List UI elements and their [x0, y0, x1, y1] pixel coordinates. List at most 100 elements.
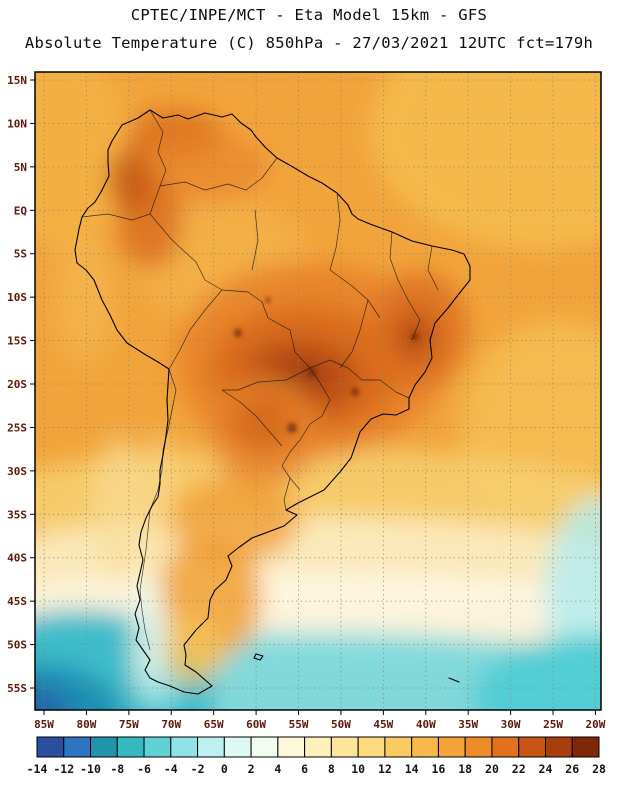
country-border — [222, 367, 311, 391]
lon-label: 50W — [331, 718, 351, 731]
colorbar-tick-label: 22 — [512, 762, 526, 776]
title-line2: Absolute Temperature (C) 850hPa - 27/03/… — [25, 34, 593, 52]
colorbar-tick-label: -12 — [53, 762, 74, 776]
colorbar-cell — [223, 736, 252, 758]
colorbar-cell — [464, 736, 493, 758]
lon-label: 35W — [458, 718, 478, 731]
grid-lines — [35, 72, 601, 710]
colorbar-tick-label: 6 — [301, 762, 308, 776]
colorbar-cell — [36, 736, 65, 758]
colorbar-cell — [491, 736, 520, 758]
lat-label: 35S — [7, 508, 27, 521]
island-south-georgia — [448, 677, 460, 683]
colorbar-tick-label: 20 — [485, 762, 499, 776]
state-border — [251, 209, 259, 271]
colorbar-cell — [304, 736, 332, 758]
lon-label: 45W — [373, 718, 393, 731]
colorbar-tick-label: -4 — [164, 762, 178, 776]
country-border — [221, 389, 283, 447]
country-border — [283, 477, 291, 511]
colorbar-cell — [437, 736, 466, 758]
state-border — [407, 299, 421, 341]
colorbar-tick-label: 16 — [431, 762, 445, 776]
colorbar-tick-label: 18 — [458, 762, 472, 776]
state-border — [339, 299, 369, 369]
colorbar-tick-label: 26 — [565, 762, 579, 776]
hot-spot-cores — [234, 297, 419, 433]
lon-label: 75W — [119, 718, 139, 731]
lat-label: 55S — [7, 682, 27, 695]
colorbar-cell — [518, 736, 546, 758]
lon-label: 85W — [34, 718, 54, 731]
state-border — [427, 245, 439, 291]
colorbar-tick-label: 2 — [248, 762, 255, 776]
colorbar-cell — [357, 736, 386, 758]
temperature-field — [35, 72, 601, 710]
lon-label: 40W — [416, 718, 436, 731]
lat-label: 30S — [7, 465, 27, 478]
axis-labels: 85W 80W 75W 70W 65W 60W 55W 50W 45W 40W 35W 30W 25W 2… — [7, 74, 606, 731]
colorbar-tick-label: 10 — [351, 762, 365, 776]
colorbar-tick-label: 4 — [274, 762, 281, 776]
lon-label: 25W — [543, 718, 563, 731]
country-border — [168, 289, 223, 370]
island-falklands — [253, 653, 264, 661]
lon-label: 55W — [289, 718, 309, 731]
lat-label: 15S — [7, 335, 27, 348]
colorbar-cell — [143, 736, 172, 758]
lon-label: 60W — [246, 718, 266, 731]
title-line1: CPTEC/INPE/MCT - Eta Model 15km - GFS — [131, 6, 487, 24]
colorbar-tick-label: 12 — [378, 762, 392, 776]
colorbar-cell — [250, 736, 279, 758]
colorbar-cell — [170, 736, 199, 758]
country-border — [149, 213, 223, 291]
colorbar-cell — [411, 736, 439, 758]
colorbar-tick-label: -8 — [110, 762, 124, 776]
country-border — [221, 289, 311, 369]
colorbar-cell — [330, 736, 359, 758]
lat-label: 20S — [7, 378, 27, 391]
lat-label: 5N — [14, 161, 27, 174]
country-border — [281, 367, 331, 491]
colorbar-tick-label: -2 — [191, 762, 205, 776]
lat-label: 5S — [14, 248, 27, 261]
lon-label: 65W — [204, 718, 224, 731]
lat-label: 25S — [7, 421, 27, 434]
state-border — [389, 231, 409, 301]
lon-label: 80W — [76, 718, 96, 731]
colorbar-tick-label: -10 — [80, 762, 101, 776]
lon-label: 30W — [501, 718, 521, 731]
country-border — [159, 157, 278, 191]
lon-label: 70W — [161, 718, 181, 731]
state-border — [329, 269, 381, 319]
lat-label: 15N — [7, 74, 27, 87]
lat-label: 40S — [7, 552, 27, 565]
state-border — [309, 359, 410, 399]
colorbar-tick-label: 8 — [328, 762, 335, 776]
colorbar-cell — [63, 736, 92, 758]
colorbar-cell — [90, 736, 118, 758]
lat-label: 45S — [7, 595, 27, 608]
plot-frame — [34, 71, 602, 711]
coastlines-and-borders — [74, 109, 471, 695]
coastline — [74, 109, 471, 695]
colorbar-cell — [197, 736, 225, 758]
lon-label: 20W — [586, 718, 606, 731]
colorbar-cell — [544, 736, 573, 758]
state-border — [329, 192, 341, 271]
colorbar-tick-label: 0 — [221, 762, 228, 776]
colorbar-tick-label: 14 — [405, 762, 419, 776]
colorbar-cell — [277, 736, 306, 758]
colorbar-tick-label: 28 — [592, 762, 606, 776]
country-border — [149, 109, 167, 187]
colorbar-tick-label: -14 — [27, 762, 48, 776]
colorbar-cell — [384, 736, 413, 758]
colorbar: -14 -12 -10 -8 -6 -4 -2 0 2 4 6 8 10 12 14 16 18 20 22 24 26… — [27, 736, 606, 776]
lat-label: EQ — [14, 204, 28, 217]
country-border — [81, 185, 161, 221]
lat-label: 10N — [7, 117, 27, 130]
colorbar-cell — [116, 736, 145, 758]
colorbar-tick-label: -6 — [137, 762, 151, 776]
